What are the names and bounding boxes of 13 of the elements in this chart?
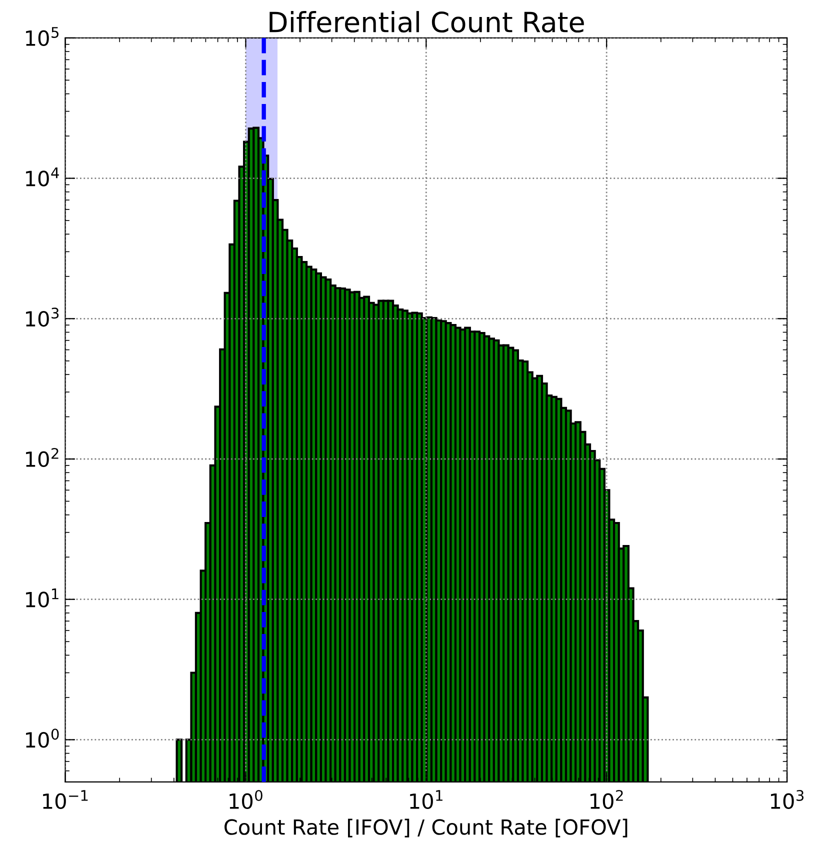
x-axis-title: Count Rate [IFOV] / Count Rate [OFOV]	[224, 818, 628, 838]
x-tick-label: 10$^{1}$	[410, 790, 442, 810]
y-tick-label: 10$^{4}$	[26, 167, 59, 186]
y-tick-label: 10$^{5}$	[26, 27, 58, 46]
x-tick-label: 10$^{0}$	[230, 790, 262, 810]
chart-title: Differential Count Rate	[270, 11, 584, 33]
x-tick-label: 10$^{3}$	[770, 790, 804, 810]
y-tick-label: 10$^{0}$	[26, 728, 59, 748]
x-tick-label: 10$^{−1}$	[43, 790, 88, 810]
y-tick-label: 10$^{2}$	[26, 448, 58, 468]
y-tick-label: 10$^{1}$	[26, 588, 58, 608]
y-tick-label: 10$^{3}$	[26, 308, 59, 327]
x-tick-label: 10$^{2}$	[590, 790, 623, 810]
